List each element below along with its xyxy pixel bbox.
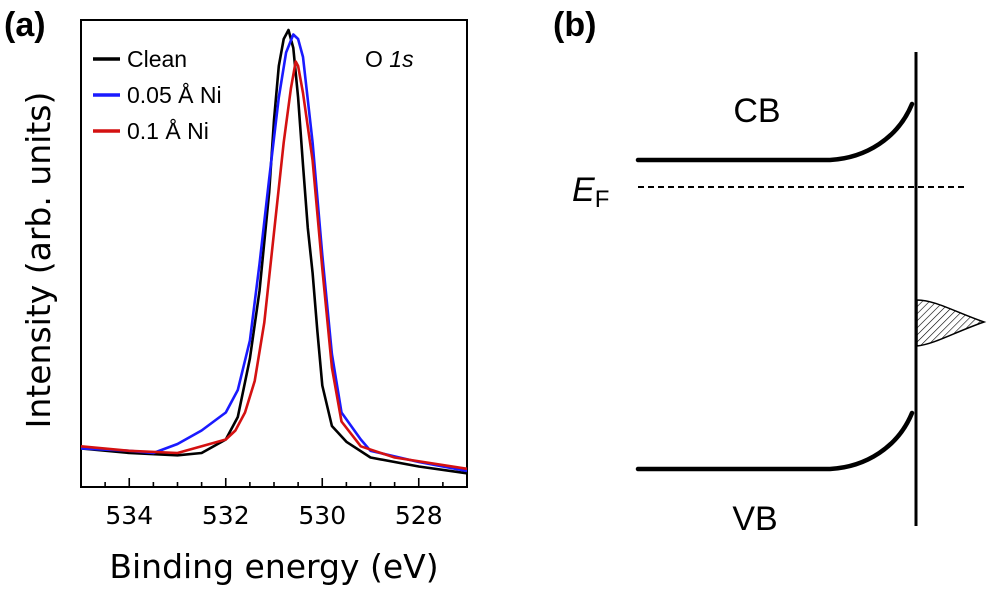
panel-a-label: (a) — [4, 6, 46, 44]
series-line-1 — [80, 33, 468, 473]
xps-plot: 534 532 530 528 Clean 0.05 Å Ni 0.1 Å Ni O … — [19, 19, 468, 586]
x-tick-label: 530 — [298, 501, 346, 530]
x-tick-label: 534 — [105, 501, 153, 530]
x-axis-title: Binding energy (eV) — [109, 547, 438, 586]
fermi-level-label: EF — [572, 171, 609, 213]
x-axis: 534 532 530 528 — [80, 478, 468, 530]
annotation-italic: 1s — [389, 46, 414, 72]
legend: Clean 0.05 Å Ni 0.1 Å Ni — [93, 46, 222, 144]
peak-annotation: O 1s — [365, 46, 414, 72]
surface-states-distribution — [916, 299, 987, 347]
panel-b-label: (b) — [553, 6, 596, 44]
conduction-band-edge — [635, 101, 915, 163]
vb-label: VB — [732, 500, 777, 538]
legend-label-005: 0.05 Å Ni — [127, 81, 222, 108]
legend-label-clean: Clean — [127, 46, 187, 72]
series-group — [80, 28, 468, 475]
y-axis-title: Intensity (arb. units) — [19, 92, 58, 429]
band-diagram: CB EF VB — [572, 52, 987, 538]
valence-band-edge — [635, 410, 915, 472]
cb-label: CB — [733, 92, 780, 130]
series-line-2 — [80, 60, 468, 471]
x-tick-label: 528 — [395, 501, 443, 530]
annotation-main: O — [365, 46, 383, 72]
x-tick-label: 532 — [202, 501, 250, 530]
legend-label-01: 0.1 Å Ni — [127, 117, 209, 144]
